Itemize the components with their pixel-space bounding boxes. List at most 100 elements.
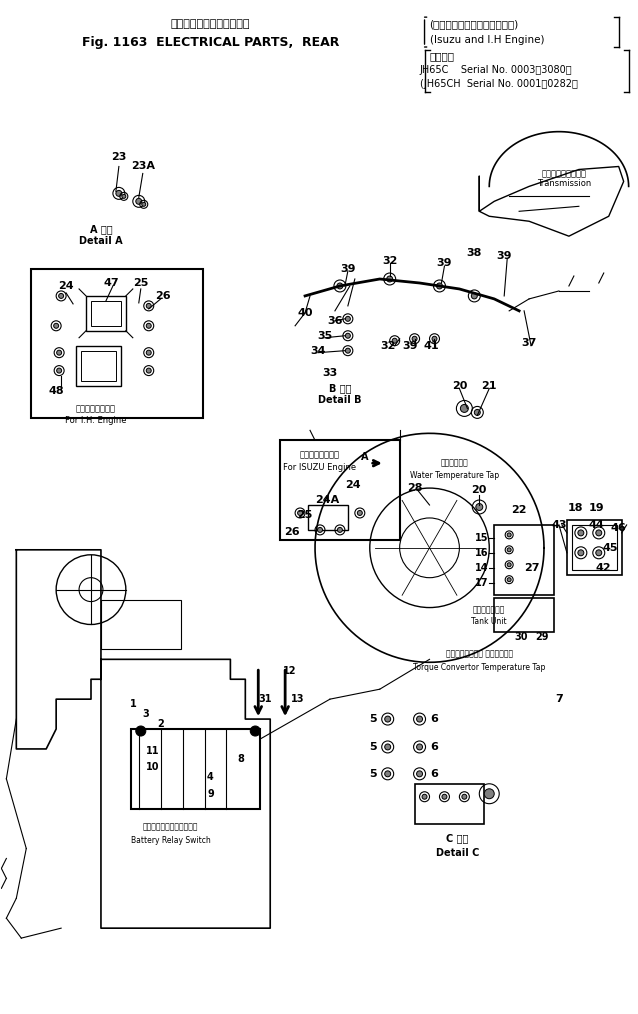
Text: 22: 22 <box>512 505 527 515</box>
Circle shape <box>596 550 602 556</box>
Bar <box>280 440 399 539</box>
Circle shape <box>422 794 427 799</box>
Text: 32: 32 <box>382 257 397 266</box>
Circle shape <box>507 548 511 552</box>
Text: Torque Convertor Temperature Tap: Torque Convertor Temperature Tap <box>413 663 545 672</box>
Text: 6: 6 <box>431 742 438 752</box>
Text: 25: 25 <box>133 278 149 288</box>
Text: (Isuzu and I.H Engine): (Isuzu and I.H Engine) <box>429 35 544 45</box>
Circle shape <box>250 726 260 736</box>
Text: 35: 35 <box>317 331 332 341</box>
Text: 5: 5 <box>369 714 376 724</box>
Text: 12: 12 <box>283 666 297 676</box>
Circle shape <box>385 744 390 750</box>
Text: 26: 26 <box>285 527 300 536</box>
Circle shape <box>116 191 122 197</box>
Bar <box>415 784 484 823</box>
Circle shape <box>357 510 362 515</box>
Text: エレクトリカルパーツ　後: エレクトリカルパーツ 後 <box>171 19 250 29</box>
Bar <box>494 525 554 594</box>
Circle shape <box>462 794 467 799</box>
Bar <box>567 520 621 575</box>
Text: 46: 46 <box>611 523 627 533</box>
Text: B 詳細: B 詳細 <box>329 383 351 393</box>
Text: 27: 27 <box>524 563 540 573</box>
Text: 39: 39 <box>340 264 355 274</box>
Circle shape <box>392 339 397 343</box>
Text: 水温計菜出口: 水温計菜出口 <box>440 458 468 467</box>
Circle shape <box>57 350 62 355</box>
Text: 34: 34 <box>310 346 326 356</box>
Text: 39: 39 <box>496 251 512 261</box>
Text: 43: 43 <box>551 520 567 530</box>
Circle shape <box>417 716 422 722</box>
Text: 28: 28 <box>407 483 422 493</box>
Circle shape <box>387 276 392 282</box>
Text: C 詳細: C 詳細 <box>446 834 468 844</box>
Circle shape <box>507 563 511 567</box>
Circle shape <box>318 527 322 532</box>
Text: 1: 1 <box>130 699 137 709</box>
Text: A: A <box>361 452 369 462</box>
Circle shape <box>417 744 422 750</box>
Circle shape <box>442 794 447 799</box>
Bar <box>101 599 181 649</box>
Circle shape <box>436 283 443 289</box>
Text: 42: 42 <box>596 563 612 573</box>
Text: 44: 44 <box>589 520 605 530</box>
Text: 2: 2 <box>158 719 164 729</box>
Text: 24: 24 <box>58 281 74 291</box>
Text: Battery Relay Switch: Battery Relay Switch <box>131 836 211 845</box>
Text: Detail C: Detail C <box>436 849 479 859</box>
Bar <box>81 351 116 380</box>
Circle shape <box>122 195 126 199</box>
Circle shape <box>136 199 142 205</box>
Circle shape <box>484 789 494 799</box>
Text: 適用号機: 適用号機 <box>429 51 454 61</box>
Bar <box>31 269 202 419</box>
Text: 13: 13 <box>292 695 305 704</box>
Circle shape <box>461 405 468 413</box>
Text: 6: 6 <box>431 714 438 724</box>
Circle shape <box>146 323 151 329</box>
Text: 23: 23 <box>111 151 126 161</box>
Bar <box>76 346 121 385</box>
Text: Detail B: Detail B <box>318 395 362 406</box>
Circle shape <box>578 550 584 556</box>
Text: 17: 17 <box>475 578 488 588</box>
Bar <box>91 301 121 325</box>
Circle shape <box>146 368 151 373</box>
Text: 8: 8 <box>237 753 244 764</box>
Circle shape <box>136 726 145 736</box>
Text: 39: 39 <box>402 341 417 351</box>
Text: 14: 14 <box>475 563 488 573</box>
Text: 11: 11 <box>146 746 160 755</box>
Text: 15: 15 <box>475 533 488 542</box>
Text: 31: 31 <box>258 695 272 704</box>
Text: 20: 20 <box>452 380 467 390</box>
Text: A 詳細: A 詳細 <box>90 224 112 234</box>
Circle shape <box>432 337 437 342</box>
Bar <box>494 597 554 633</box>
Circle shape <box>57 368 62 373</box>
Text: 26: 26 <box>155 291 170 301</box>
Text: いすゞエンジン用: いすゞエンジン用 <box>300 451 340 459</box>
Text: 37: 37 <box>521 338 537 348</box>
Circle shape <box>578 530 584 535</box>
Text: 32: 32 <box>380 341 396 351</box>
Text: Transmission: Transmission <box>537 178 591 188</box>
Circle shape <box>471 293 477 299</box>
Text: 5: 5 <box>369 742 376 752</box>
Text: 36: 36 <box>327 315 343 325</box>
Circle shape <box>417 771 422 777</box>
Text: 3: 3 <box>142 709 149 719</box>
Circle shape <box>146 350 151 355</box>
Circle shape <box>59 293 64 298</box>
Text: 25: 25 <box>297 510 313 520</box>
Text: 48: 48 <box>48 385 64 395</box>
Circle shape <box>385 771 390 777</box>
Circle shape <box>345 348 350 353</box>
Text: 24: 24 <box>345 480 360 490</box>
Text: Tank Unit: Tank Unit <box>471 617 507 626</box>
Text: タンクユニット: タンクユニット <box>473 605 505 614</box>
